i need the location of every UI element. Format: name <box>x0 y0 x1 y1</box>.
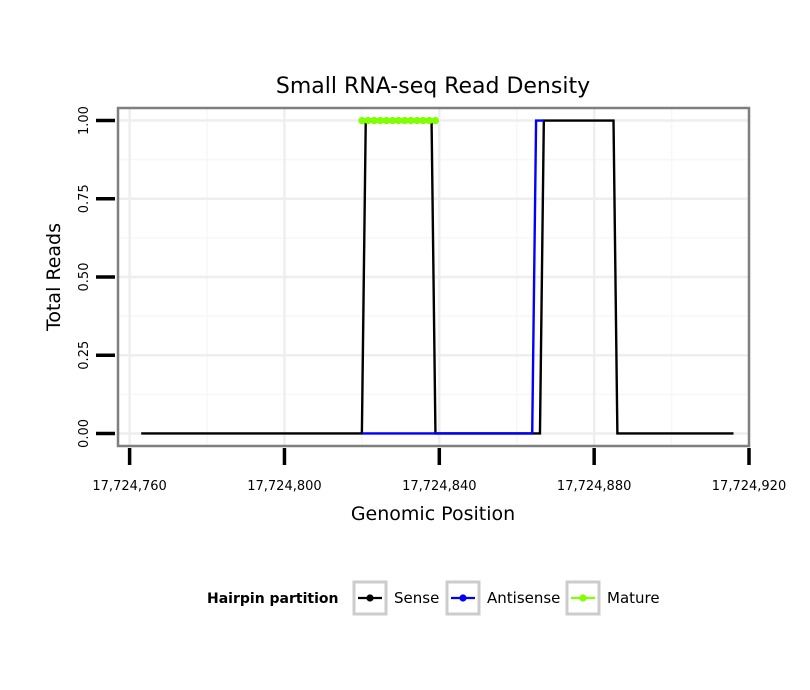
y-tick-label: 0.75 <box>77 184 92 213</box>
x-axis-title: Genomic Position <box>351 503 515 525</box>
x-axis: 17,724,760 17,724,800 17,724,840 17,724,880… <box>92 448 786 494</box>
x-tick-label: 17,724,760 <box>92 479 166 494</box>
legend-label-sense: Sense <box>394 589 439 607</box>
y-axis-title: Total Reads <box>43 223 65 332</box>
series-mature-point <box>407 116 415 125</box>
y-tick-label: 0.25 <box>77 341 92 370</box>
y-tick-label: 0.00 <box>77 419 92 448</box>
series-mature-point <box>401 116 409 125</box>
x-tick-label: 17,724,840 <box>402 479 476 494</box>
y-tick-label: 1.00 <box>77 106 92 135</box>
x-tick-label: 17,724,920 <box>712 479 786 494</box>
series-mature-point <box>419 116 427 125</box>
x-tick-label: 17,724,800 <box>247 479 321 494</box>
legend-point-antisense <box>459 594 467 602</box>
plot-panel <box>116 106 751 448</box>
legend-title: Hairpin partition <box>207 591 338 607</box>
series-mature-point <box>395 116 403 125</box>
legend-label-antisense: Antisense <box>487 589 560 607</box>
series-mature-point <box>382 116 391 125</box>
y-axis: 0.00 0.25 0.50 0.75 1.00 <box>77 106 115 448</box>
legend-label-mature: Mature <box>607 589 660 607</box>
series-mature-point <box>370 116 378 125</box>
series-mature-point <box>431 116 440 125</box>
series-mature-point <box>425 116 433 125</box>
chart-title: Small RNA-seq Read Density <box>276 74 590 99</box>
x-tick-label: 17,724,880 <box>557 479 631 494</box>
series-antisense-line <box>361 119 544 435</box>
y-tick-label: 0.50 <box>77 263 92 292</box>
legend-point-mature <box>579 594 587 602</box>
series-mature-point <box>388 116 397 125</box>
series-mature-point <box>364 116 372 125</box>
legend: Hairpin partition Sense Antisense Mature <box>207 580 660 616</box>
series-mature-point <box>376 116 384 125</box>
series-mature-point <box>358 116 366 125</box>
legend-point-sense <box>366 594 374 602</box>
plot-border <box>116 106 751 448</box>
series-mature-point <box>413 116 421 125</box>
